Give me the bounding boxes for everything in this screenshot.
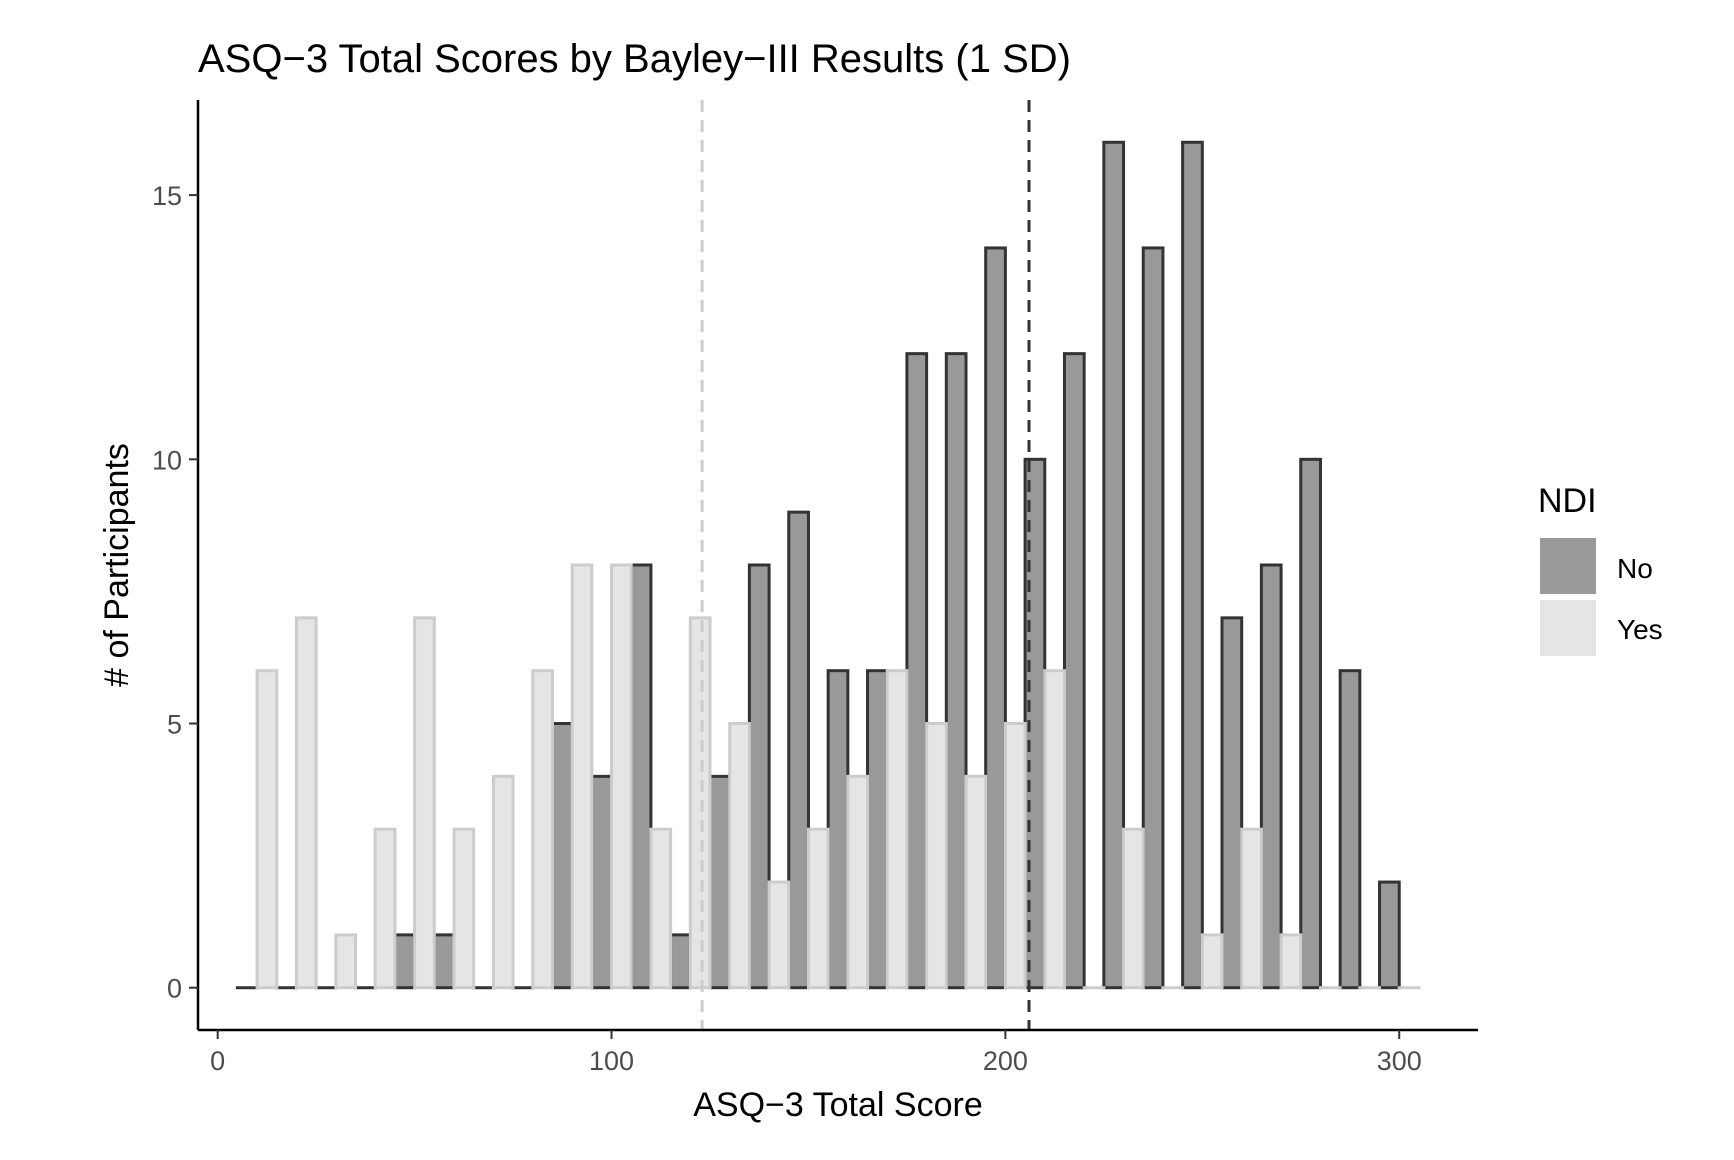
bar-no-90: [550, 722, 574, 990]
reference-lines: [700, 100, 1031, 1030]
bar-no-300: [1378, 880, 1401, 990]
bar-yes-270: [1279, 933, 1303, 990]
bar-yes-200: [1003, 722, 1027, 990]
bar-yes-20: [294, 616, 318, 990]
y-tick-label-5: 5: [167, 710, 182, 740]
x-tick-label-200: 200: [983, 1046, 1028, 1076]
bar-no-180: [905, 352, 929, 990]
bar-no-50: [393, 933, 417, 990]
y-axis-label: # of Participants: [98, 443, 136, 687]
legend-label-no: No: [1617, 553, 1653, 584]
legend: NDI No Yes: [1538, 482, 1663, 656]
bar-yes-230: [1122, 827, 1145, 990]
bar-yes-260: [1240, 827, 1263, 990]
bars-yes-series: [255, 563, 1421, 990]
legend-title: NDI: [1538, 482, 1597, 520]
x-tick-label-100: 100: [589, 1046, 634, 1076]
bar-yes-70: [491, 774, 515, 990]
legend-key-yes: [1540, 600, 1596, 656]
legend-key-no: [1540, 538, 1596, 594]
bar-yes-160: [846, 774, 870, 990]
bar-yes-150: [806, 827, 830, 990]
bar-yes-180: [925, 722, 948, 990]
plot-area: [235, 100, 1421, 1030]
y-tick-label-0: 0: [167, 974, 182, 1004]
bar-no-230: [1102, 140, 1126, 990]
bar-yes-120: [688, 616, 712, 990]
bar-no-60: [432, 933, 456, 990]
bar-no-110: [629, 563, 653, 990]
y-tick-label-15: 15: [152, 181, 182, 211]
x-axis-label: ASQ−3 Total Score: [693, 1086, 982, 1124]
bar-yes-190: [964, 774, 988, 990]
bar-yes-90: [570, 563, 594, 990]
bars-no-series: [235, 140, 1401, 990]
bar-no-100: [590, 774, 614, 990]
bar-no-120: [669, 933, 692, 990]
bar-no-200: [984, 246, 1007, 990]
bar-yes-50: [413, 616, 436, 990]
bar-no-130: [708, 774, 732, 990]
bar-yes-60: [452, 827, 476, 990]
bar-yes-140: [767, 880, 791, 990]
bar-yes-40: [373, 827, 397, 990]
y-axis-ticks: 0 5 10 15: [152, 181, 198, 1004]
bar-yes-110: [649, 827, 673, 990]
bar-no-240: [1141, 246, 1165, 990]
legend-label-yes: Yes: [1617, 614, 1663, 645]
bar-yes-170: [885, 669, 909, 990]
bar-no-140: [747, 563, 771, 990]
bar-yes-100: [610, 563, 633, 990]
bar-yes-250: [1200, 933, 1224, 990]
bar-no-250: [1181, 140, 1204, 990]
bar-no-220: [1062, 352, 1086, 990]
bar-no-150: [787, 510, 810, 990]
bar-no-260: [1220, 616, 1244, 990]
x-tick-label-300: 300: [1377, 1046, 1422, 1076]
bar-yes-30: [334, 933, 358, 990]
bar-no-270: [1259, 563, 1283, 990]
bar-no-170: [866, 669, 889, 990]
bar-no-190: [944, 352, 968, 990]
bar-no-290: [1338, 669, 1362, 990]
bar-yes-130: [728, 722, 751, 990]
bar-no-280: [1299, 457, 1322, 990]
bar-no-160: [826, 669, 850, 990]
x-tick-label-0: 0: [210, 1046, 225, 1076]
bar-yes-210: [1043, 669, 1066, 990]
bar-yes-80: [531, 669, 554, 990]
bar-yes-10: [255, 669, 279, 990]
y-tick-label-10: 10: [152, 445, 182, 475]
x-axis-ticks: 0 100 200 300: [210, 1030, 1422, 1076]
chart-title: ASQ−3 Total Scores by Bayley−III Results…: [198, 37, 1071, 81]
